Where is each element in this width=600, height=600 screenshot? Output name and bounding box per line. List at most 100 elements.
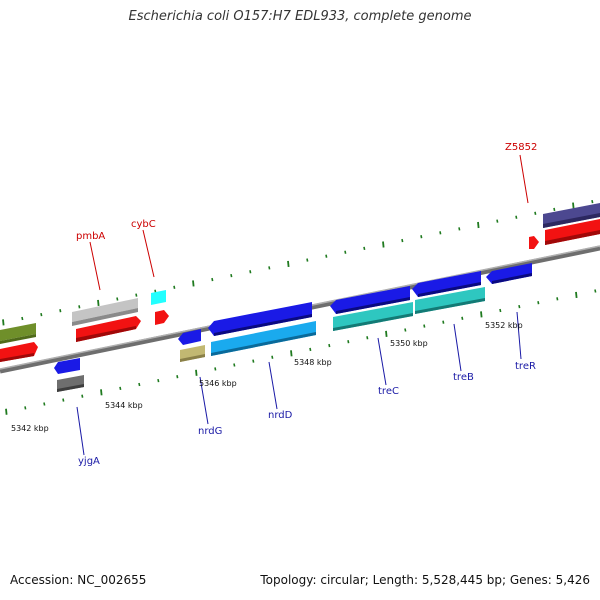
- minor-tick: [119, 386, 122, 391]
- gene-nrdG-blue[interactable]: [178, 329, 201, 345]
- minor-tick: [461, 316, 464, 320]
- scale-label-5344: 5344 kbp: [105, 401, 143, 410]
- major-tick: [477, 221, 480, 229]
- minor-tick: [328, 343, 331, 348]
- topology-text: Topology: circular; Length: 5,528,445 bp…: [260, 573, 590, 587]
- scale-label-5346: 5346 kbp: [199, 379, 237, 388]
- gene-label-nrdG[interactable]: nrdG: [198, 426, 222, 437]
- minor-tick: [62, 398, 65, 402]
- scale-label-5342: 5342 kbp: [11, 424, 49, 433]
- label-leaders: [76, 154, 529, 456]
- gene-label-yjgA[interactable]: yjgA: [78, 456, 100, 467]
- minor-tick: [439, 231, 442, 235]
- minor-tick: [591, 199, 594, 204]
- minor-tick: [116, 297, 119, 301]
- major-tick: [480, 311, 483, 318]
- minor-tick: [423, 324, 426, 328]
- minor-tick: [230, 273, 233, 278]
- gene-red-right[interactable]: [545, 219, 600, 245]
- gene-label-nrdD[interactable]: nrdD: [268, 410, 293, 421]
- minor-tick: [404, 328, 407, 332]
- minor-tick: [306, 258, 309, 262]
- minor-tick: [366, 336, 369, 340]
- gene-label-pmbA[interactable]: pmbA: [76, 231, 105, 242]
- lower-tick-track: [5, 289, 597, 415]
- scale-label-5352: 5352 kbp: [485, 321, 523, 330]
- minor-tick: [537, 301, 540, 305]
- minor-tick: [499, 308, 502, 313]
- minor-tick: [518, 304, 521, 309]
- gene-olive-left[interactable]: [0, 323, 36, 344]
- major-tick: [97, 299, 100, 306]
- minor-tick: [363, 246, 366, 251]
- gene-cybC-red[interactable]: [155, 310, 169, 325]
- gene-nrdD-blue[interactable]: [208, 302, 312, 336]
- accession-text: Accession: NC_002655: [10, 573, 147, 587]
- gene-pmbA-gray[interactable]: [72, 298, 138, 326]
- minor-tick: [78, 305, 81, 309]
- major-tick: [5, 408, 8, 415]
- minor-tick: [24, 406, 27, 410]
- minor-tick: [420, 235, 423, 239]
- minor-tick: [553, 207, 556, 212]
- minor-tick: [176, 375, 179, 379]
- gene-treR-blue[interactable]: [486, 263, 532, 284]
- gene-pmbA-red[interactable]: [76, 316, 141, 342]
- gene-nrdG-khaki[interactable]: [180, 345, 205, 362]
- minor-tick: [458, 227, 461, 231]
- major-tick: [385, 330, 388, 337]
- major-tick: [2, 319, 5, 326]
- gene-treB-cyan[interactable]: [415, 287, 485, 314]
- minor-tick: [347, 340, 350, 344]
- minor-tick: [442, 320, 445, 324]
- minor-tick: [59, 309, 62, 313]
- gene-label-Z5852[interactable]: Z5852: [505, 142, 537, 153]
- minor-tick: [325, 254, 328, 258]
- gene-red-left[interactable]: [0, 342, 38, 362]
- major-tick: [100, 389, 103, 396]
- minor-tick: [233, 363, 236, 367]
- minor-tick: [344, 250, 347, 254]
- gene-yjgA-gray[interactable]: [57, 375, 84, 392]
- minor-tick: [43, 402, 46, 406]
- gene-label-treB[interactable]: treB: [453, 372, 474, 383]
- minor-tick: [249, 270, 252, 274]
- minor-tick: [173, 285, 176, 289]
- minor-tick: [534, 211, 537, 215]
- minor-tick: [496, 219, 499, 223]
- minor-tick: [214, 367, 217, 371]
- minor-tick: [556, 297, 559, 301]
- gene-navy-right[interactable]: [543, 203, 600, 228]
- minor-tick: [252, 359, 255, 363]
- minor-tick: [81, 394, 84, 398]
- gene-treC-blue[interactable]: [330, 286, 410, 314]
- minor-tick: [157, 378, 160, 383]
- minor-tick: [21, 316, 24, 321]
- minor-tick: [515, 215, 518, 219]
- gene-label-cybC[interactable]: cybC: [131, 219, 156, 230]
- upper-tick-track: [2, 199, 594, 326]
- major-tick: [575, 291, 578, 299]
- major-tick: [572, 202, 575, 209]
- gene-cybC-cyan[interactable]: [151, 290, 166, 305]
- gene-label-treR[interactable]: treR: [515, 361, 536, 372]
- minor-tick: [271, 355, 274, 359]
- gene-treB-blue[interactable]: [412, 271, 481, 297]
- major-tick: [290, 350, 293, 357]
- minor-tick: [40, 312, 43, 317]
- minor-tick: [268, 266, 271, 270]
- minor-tick: [135, 293, 138, 297]
- minor-tick: [401, 238, 404, 243]
- gene-treC-cyan[interactable]: [333, 302, 413, 331]
- major-tick: [192, 280, 195, 287]
- scale-label-5350: 5350 kbp: [390, 339, 428, 348]
- gene-label-treC[interactable]: treC: [378, 386, 399, 397]
- gene-nrdD-lightblue[interactable]: [211, 321, 316, 356]
- gene-Z5852-red[interactable]: [529, 236, 539, 249]
- major-tick: [195, 369, 198, 376]
- gene-yjgA-blue[interactable]: [54, 358, 80, 374]
- major-tick: [382, 241, 385, 248]
- minor-tick: [594, 289, 597, 293]
